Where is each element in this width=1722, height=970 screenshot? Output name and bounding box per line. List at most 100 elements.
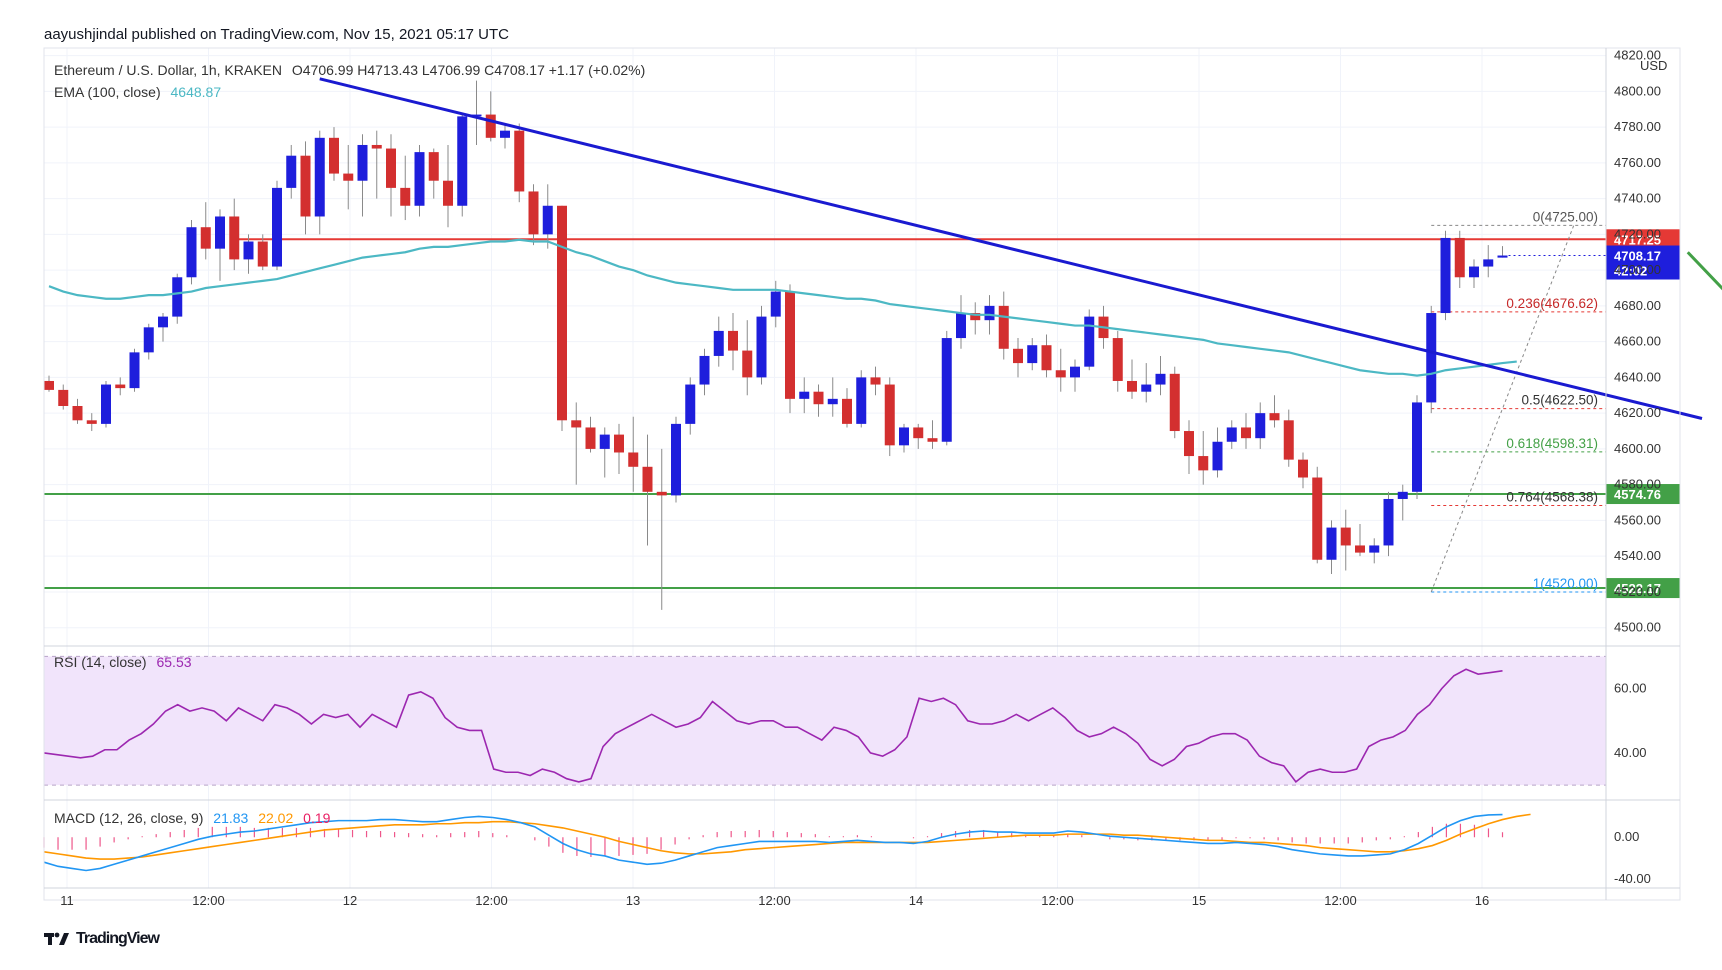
rsi-band (44, 655, 1606, 786)
axes: 4820.00 4800.00 4780.00 4760.00 4740.00 4720.… (43, 47, 1681, 908)
candle-body (699, 355, 710, 385)
candle-body (671, 423, 681, 496)
fibonacci-levels: 0(4725.00) 0.236(4676.62) 0.5(4622.50) 0.61… (1430, 209, 1606, 593)
time-tick-label: 12:00 (1041, 893, 1074, 908)
candle-body (557, 205, 567, 421)
candle-body (756, 316, 767, 378)
candle-body (186, 227, 197, 278)
candle-body (956, 313, 966, 339)
tradingview-logo[interactable]: TradingView (44, 930, 160, 948)
candle-body (685, 384, 696, 424)
candle-body (1241, 427, 1251, 439)
time-tick-label: 14 (909, 893, 923, 908)
candle-body (357, 144, 368, 181)
macd-pane (43, 813, 1531, 872)
candle-body (1426, 313, 1437, 403)
fib-label: 1(4520.00) (1533, 576, 1598, 591)
candle-body (1397, 491, 1408, 499)
macd-line (43, 813, 1503, 872)
level-tag-label: 4717.25 (1614, 232, 1661, 247)
macd-label: MACD (12, 26, close, 9) (54, 810, 204, 826)
candle-body (386, 148, 396, 188)
candle-body (870, 377, 881, 385)
legend-ema: EMA (100, close) 4648.87 (54, 84, 221, 100)
time-tick-label: 12 (343, 893, 357, 908)
candle-body (728, 330, 738, 351)
price-tick-label: 4540.00 (1614, 548, 1661, 563)
candle-body (158, 316, 168, 328)
candle-body (642, 466, 653, 492)
price-tick-label: 4760.00 (1614, 155, 1661, 170)
legend-symbol: Ethereum / U.S. Dollar, 1h, KRAKEN O4706… (54, 62, 645, 78)
candle-body (1454, 237, 1465, 278)
projection-arrow-line (1686, 251, 1722, 291)
candle-body (941, 338, 952, 442)
price-tick-label: 4600.00 (1614, 441, 1661, 456)
time-tick-label: 16 (1475, 893, 1489, 908)
candle-body (599, 434, 610, 449)
candle-body (1298, 459, 1308, 478)
publisher-header: aayushjindal published on TradingView.co… (44, 26, 510, 43)
candle-body (1027, 345, 1038, 364)
last-price-label: 4708.17 (1614, 249, 1661, 264)
candle-body (72, 406, 83, 421)
price-tick-label: 4780.00 (1614, 119, 1661, 134)
candle-body (913, 427, 924, 439)
candle-body (272, 187, 282, 267)
candle-body (257, 241, 268, 267)
candle-body (457, 116, 468, 206)
bearish-trendline (319, 77, 1703, 420)
candle-body (1497, 255, 1508, 258)
candle-body (827, 398, 838, 405)
candle-body (143, 327, 154, 353)
candle-body (1198, 456, 1209, 471)
candle-body (1326, 527, 1337, 560)
candle-body (1483, 259, 1494, 267)
price-tick-label: 4580.00 (1614, 477, 1661, 492)
rsi-band-fill (44, 656, 1606, 786)
candle-body (1070, 366, 1080, 378)
signal-value: 22.02 (258, 810, 294, 826)
macd-tick-label: 0.00 (1614, 829, 1639, 844)
price-tick-label: 4620.00 (1614, 405, 1661, 420)
rsi-tick-label: 40.00 (1614, 745, 1647, 760)
candle-body (1312, 477, 1323, 560)
candle-body (614, 434, 624, 453)
price-tick-label: 4640.00 (1614, 369, 1661, 384)
candle-body (842, 398, 852, 424)
macd-value: 21.83 (213, 810, 249, 826)
candle-body (1013, 348, 1023, 364)
price-tick-label: 4720.00 (1614, 226, 1661, 241)
candle-body (514, 130, 525, 192)
candle-body (1041, 345, 1052, 371)
rsi-label: RSI (14, close) (54, 654, 147, 670)
candle-body (813, 391, 824, 405)
fib-label: 0.5(4622.50) (1521, 393, 1598, 408)
level-tag-label: 4522.17 (1614, 581, 1661, 596)
candle-body (343, 173, 354, 181)
candle-body (713, 330, 724, 356)
candle-body (314, 137, 325, 217)
time-tick-label: 12:00 (1324, 893, 1357, 908)
candle-body (1383, 498, 1394, 546)
price-tick-label: 4800.00 (1614, 83, 1661, 98)
candle-body (200, 227, 211, 249)
price-tick-label: 4680.00 (1614, 298, 1661, 313)
candle-body (86, 420, 97, 424)
candle-body (742, 350, 753, 378)
candle-body (799, 391, 810, 399)
candle-body (970, 313, 981, 321)
candle-body (115, 384, 126, 389)
candles (44, 80, 1508, 610)
price-tick-label: 4740.00 (1614, 191, 1661, 206)
ema-label: EMA (100, close) (54, 84, 161, 100)
candle-body (1141, 384, 1152, 392)
rsi-value: 65.53 (156, 654, 192, 670)
level-tag-bg (1606, 578, 1680, 599)
candle-body (628, 452, 639, 467)
candle-body (899, 427, 909, 446)
candle-body (1283, 420, 1294, 460)
candle-body (528, 191, 539, 235)
